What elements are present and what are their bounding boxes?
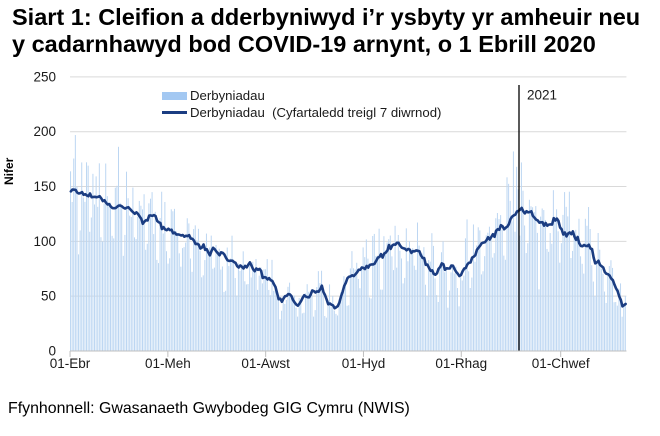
svg-text:200: 200 — [33, 124, 56, 139]
svg-text:150: 150 — [33, 179, 56, 194]
svg-text:01-Rhag: 01-Rhag — [435, 356, 487, 371]
svg-text:01-Ebr: 01-Ebr — [50, 356, 91, 371]
svg-text:01-Hyd: 01-Hyd — [342, 356, 386, 371]
svg-text:100: 100 — [33, 234, 56, 249]
svg-text:01-Meh: 01-Meh — [145, 356, 191, 371]
svg-text:50: 50 — [41, 289, 56, 304]
svg-text:01-Awst: 01-Awst — [241, 356, 290, 371]
svg-text:2021: 2021 — [527, 88, 557, 103]
svg-text:250: 250 — [33, 69, 56, 84]
svg-text:01-Chwef: 01-Chwef — [532, 356, 590, 371]
